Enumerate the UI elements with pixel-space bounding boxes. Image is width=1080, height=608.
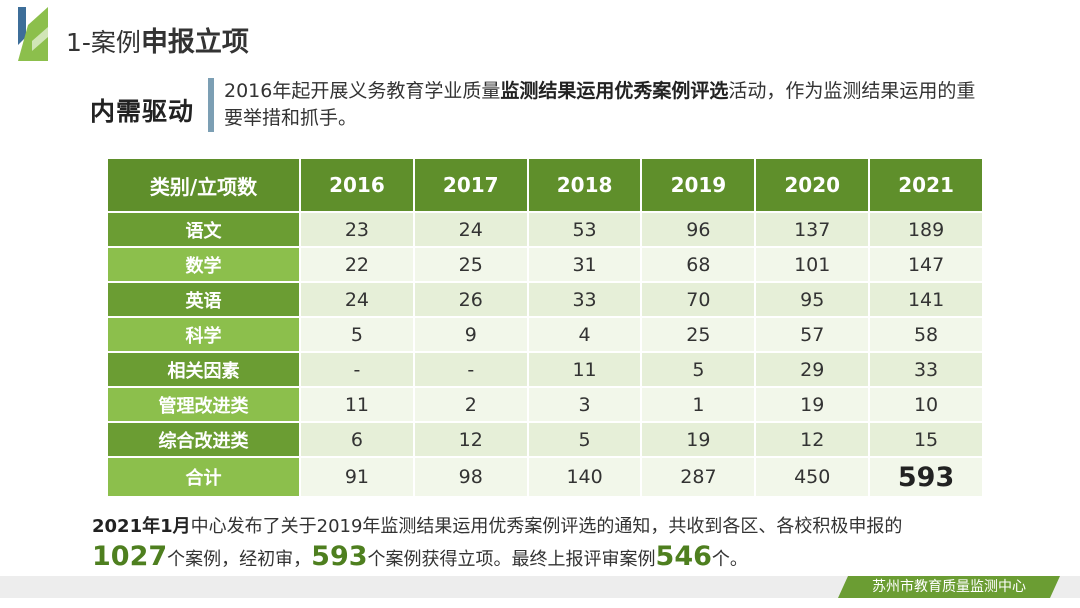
table-cell: 12 [754, 421, 871, 458]
table-cell: 12 [412, 421, 529, 458]
footer-org-label: 苏州市教育质量监测中心 [838, 576, 1060, 598]
table-cell: 4 [526, 316, 643, 353]
title-bold: 申报立项 [140, 27, 249, 58]
table-cell: 33 [868, 351, 984, 388]
summary-text: 2021年1月中心发布了关于2019年监测结果运用优秀案例评选的通知，共收到各区… [92, 512, 1012, 575]
intro-part1: 2016年起开展义务教育学业质量 [224, 80, 501, 102]
table-cell: 23 [299, 211, 415, 248]
green-stripe-logo-icon [18, 7, 48, 61]
table-cell: 58 [868, 316, 984, 353]
table-cell: 9 [412, 316, 529, 353]
summary-text3: 个案例获得立项。最终上报评审案例 [367, 549, 656, 570]
table-row: 数学 22 25 31 68 101 147 [106, 246, 984, 283]
table-total-row: 合计 91 98 140 287 450 593 [106, 456, 984, 498]
table-cell: - [412, 351, 529, 388]
row-category: 相关因素 [106, 351, 301, 388]
intro-part2: 活动，作为监测结果运用的重要举措和抓手。 [224, 80, 976, 129]
table-cell: 101 [754, 246, 871, 283]
row-category: 语文 [106, 211, 301, 248]
table-corner-header: 类别/立项数 [106, 157, 301, 213]
table-cell: 24 [299, 281, 415, 318]
table-cell: 91 [299, 456, 415, 498]
table-cell: 5 [299, 316, 415, 353]
table-cell: 31 [526, 246, 643, 283]
table-cell: 19 [754, 386, 871, 423]
intro-text: 2016年起开展义务教育学业质量监测结果运用优秀案例评选活动，作为监测结果运用的… [224, 78, 994, 132]
table-cell: 53 [526, 211, 643, 248]
table-row: 科学 5 9 4 25 57 58 [106, 316, 984, 353]
table-cell: 141 [868, 281, 984, 318]
table-cell: 11 [526, 351, 643, 388]
table-row: 相关因素 - - 11 5 29 33 [106, 351, 984, 388]
row-category: 数学 [106, 246, 301, 283]
year-header: 2016 [299, 157, 415, 213]
table-cell: 287 [640, 456, 757, 498]
table-row: 综合改进类 6 12 5 19 12 15 [106, 421, 984, 458]
table-cell: 2 [412, 386, 529, 423]
table-cell: 29 [754, 351, 871, 388]
table-cell: 5 [526, 421, 643, 458]
year-header: 2018 [526, 157, 643, 213]
table-cell: 25 [640, 316, 757, 353]
title-prefix: 1-案例 [66, 28, 141, 57]
table-cell: 25 [412, 246, 529, 283]
table-row: 语文 23 24 53 96 137 189 [106, 211, 984, 248]
table-cell: 98 [412, 456, 529, 498]
table-cell: 70 [640, 281, 757, 318]
table-cell: 57 [754, 316, 871, 353]
row-category: 综合改进类 [106, 421, 301, 458]
table-header-row: 类别/立项数 2016 2017 2018 2019 2020 2021 [106, 157, 984, 213]
table-cell: 6 [299, 421, 415, 458]
table-cell: 96 [640, 211, 757, 248]
section-label: 内需驱动 [90, 97, 195, 126]
table-cell: 11 [299, 386, 415, 423]
table-cell: 5 [640, 351, 757, 388]
table-cell: 24 [412, 211, 529, 248]
year-header: 2017 [412, 157, 529, 213]
table-row: 英语 24 26 33 70 95 141 [106, 281, 984, 318]
table-cell: 33 [526, 281, 643, 318]
row-category: 科学 [106, 316, 301, 353]
summary-text4: 个。 [711, 549, 748, 570]
row-category: 管理改进类 [106, 386, 301, 423]
summary-num1: 1027 [92, 541, 168, 572]
table-cell: 147 [868, 246, 984, 283]
year-header: 2020 [754, 157, 871, 213]
summary-date: 2021年1月 [92, 516, 191, 537]
summary-text1: 中心发布了关于2019年监测结果运用优秀案例评选的通知，共收到各区、各校积极申报… [190, 516, 903, 537]
table-row: 管理改进类 11 2 3 1 19 10 [106, 386, 984, 423]
intro-bold: 监测结果运用优秀案例评选 [500, 80, 729, 102]
table-cell: 22 [299, 246, 415, 283]
year-header: 2019 [640, 157, 757, 213]
table-cell: 19 [640, 421, 757, 458]
table-cell: 137 [754, 211, 871, 248]
table-cell: 26 [412, 281, 529, 318]
row-category: 合计 [106, 456, 301, 498]
section-divider [208, 78, 214, 132]
page-title: 1-案例申报立项 [66, 20, 249, 59]
table-cell: 140 [526, 456, 643, 498]
summary-text2: 个案例，经初审， [167, 549, 312, 570]
summary-num2: 593 [311, 541, 368, 572]
project-count-table: 类别/立项数 2016 2017 2018 2019 2020 2021 语文 … [106, 157, 984, 498]
table-cell: 3 [526, 386, 643, 423]
table-cell: - [299, 351, 415, 388]
table-cell: 15 [868, 421, 984, 458]
summary-num3: 546 [655, 541, 712, 572]
table-cell: 68 [640, 246, 757, 283]
table-cell: 10 [868, 386, 984, 423]
table-cell: 450 [754, 456, 871, 498]
table-cell: 189 [868, 211, 984, 248]
table-cell-total-highlight: 593 [868, 456, 984, 498]
row-category: 英语 [106, 281, 301, 318]
table-cell: 95 [754, 281, 871, 318]
year-header: 2021 [868, 157, 984, 213]
footer-band [0, 576, 1080, 598]
table-cell: 1 [640, 386, 757, 423]
